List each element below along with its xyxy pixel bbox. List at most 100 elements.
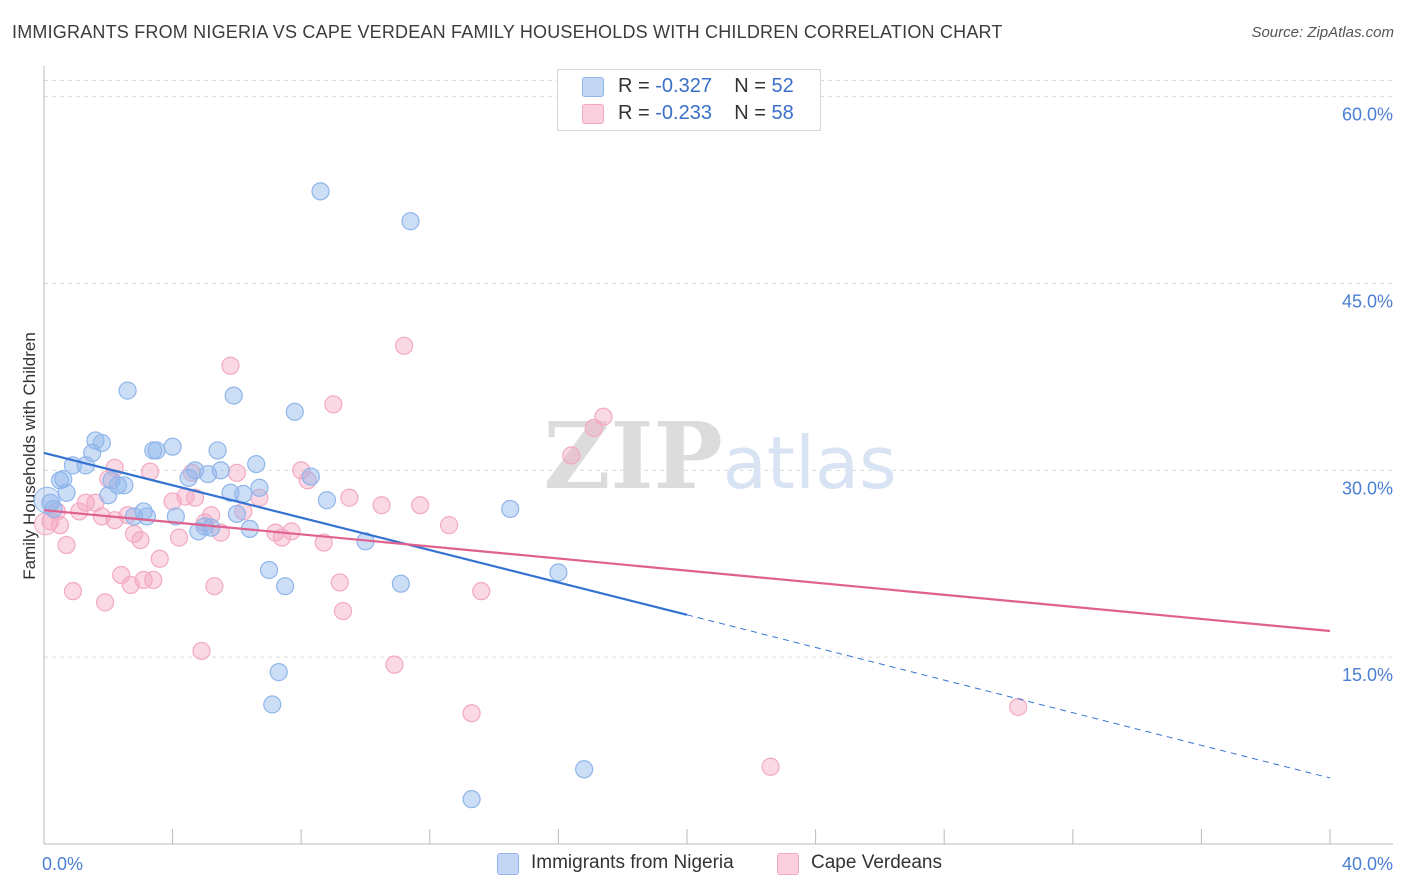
nigeria-point [221, 483, 240, 502]
nigeria-point [227, 504, 246, 524]
cape-verdeans-trend-line [43, 509, 1331, 633]
n-value: 58 [771, 102, 794, 124]
cape-verdeans-point [314, 533, 333, 552]
watermark: ZIPatlas [543, 402, 896, 510]
nigeria-point [99, 486, 118, 505]
nigeria-swatch [582, 77, 604, 97]
nigeria-point [311, 182, 330, 201]
nigeria-point [391, 574, 410, 593]
cape-verdeans-point [57, 535, 76, 555]
nigeria-point [224, 386, 243, 405]
nigeria-point [163, 437, 182, 456]
nigeria-point [462, 790, 481, 809]
cape-verdeans-point [282, 522, 301, 541]
cape-verdeans-point [472, 582, 491, 601]
cape-verdeans-point [594, 407, 613, 426]
cape-verdeans-point [394, 336, 414, 355]
nigeria-point [549, 563, 568, 582]
axes [43, 66, 1393, 845]
nigeria-point [317, 491, 337, 510]
cape-verdeans-point [1009, 697, 1028, 717]
cape-verdeans-point [411, 496, 430, 515]
x-tick-label: 40.0% [1342, 854, 1393, 874]
grid-lines [44, 79, 1393, 658]
n-value: 52 [771, 75, 794, 97]
cape-verdeans-point [761, 757, 780, 776]
nigeria-point [124, 507, 144, 526]
cape-verdeans-point [292, 461, 311, 480]
cape-verdeans-point [562, 446, 581, 465]
nigeria-point [33, 486, 61, 514]
cape-verdeans-point [227, 463, 246, 482]
cape-verdeans-point [63, 582, 83, 601]
nigeria-point [250, 478, 269, 497]
series-legend: Immigrants from Nigeria Cape Verdeans [0, 852, 1406, 878]
cape-swatch [777, 853, 799, 875]
cape-swatch [582, 104, 604, 124]
cape-verdeans-point [76, 493, 95, 512]
nigeria-point [263, 695, 282, 714]
y-tick-label: 60.0% [1342, 105, 1393, 125]
x-tick-label: 0.0% [42, 854, 83, 874]
y-tick-label: 15.0% [1342, 665, 1393, 685]
cape-verdeans-point [169, 528, 189, 547]
cape-verdeans-point [324, 395, 343, 414]
nigeria-point [118, 381, 137, 400]
nigeria-point [401, 212, 420, 231]
cape-verdeans-point [182, 463, 201, 482]
cape-verdeans-point [192, 641, 211, 661]
cape-verdeans-point [439, 516, 459, 535]
nigeria-point [115, 476, 134, 495]
y-tick-label: 30.0% [1342, 478, 1393, 498]
nigeria-point [259, 560, 279, 580]
nigeria-point [179, 468, 198, 487]
nigeria-point [147, 441, 166, 460]
cape-verdeans-point [112, 565, 131, 585]
nigeria-point [234, 484, 253, 504]
nigeria-point [301, 467, 320, 486]
nigeria-points [33, 182, 594, 809]
n-label: N = [734, 75, 766, 97]
nigeria-point [108, 476, 128, 495]
cape-verdeans-point [150, 549, 169, 568]
n-label: N = [734, 102, 766, 124]
legend-label: Cape Verdeans [811, 852, 942, 873]
r-label: R = [618, 75, 650, 97]
x-tick-labels: 0.0% 40.0% [42, 854, 1393, 874]
nigeria-point [211, 461, 230, 480]
r-label: R = [618, 102, 650, 124]
cape-verdeans-point [211, 523, 230, 542]
cape-verdeans-point [144, 570, 163, 590]
y-tick-labels: 15.0% 30.0% 45.0% 60.0% [1342, 105, 1393, 685]
cape-verdeans-point [134, 570, 153, 590]
cape-verdeans-point [385, 655, 404, 674]
cape-verdeans-point [205, 577, 224, 596]
cape-verdeans-point [330, 573, 349, 592]
y-axis-label: Family Households with Children [20, 332, 39, 580]
r-value: -0.327 [655, 75, 712, 97]
cape-verdeans-point [186, 488, 205, 507]
nigeria-point [137, 507, 156, 526]
nigeria-point [166, 507, 185, 526]
y-tick-label: 45.0% [1342, 292, 1393, 312]
nigeria-trend-line [43, 451, 688, 616]
cape-verdeans-point [131, 530, 150, 550]
nigeria-point [575, 760, 594, 779]
nigeria-trend-extension [686, 614, 1331, 779]
trend-lines [43, 451, 1331, 779]
stats-legend: R = -0.327 N = 52 R = -0.233 N = 58 [557, 69, 821, 131]
source-label: Source: ZipAtlas.com [1251, 24, 1394, 41]
r-value: -0.233 [655, 102, 712, 124]
nigeria-point [92, 433, 111, 453]
nigeria-point [501, 499, 520, 519]
cape-verdeans-point [372, 496, 391, 515]
nigeria-swatch [497, 853, 519, 875]
cape-verdeans-point [202, 506, 221, 525]
legend-label: Immigrants from Nigeria [531, 852, 734, 873]
cape-verdeans-point [333, 601, 353, 621]
nigeria-point [208, 441, 227, 460]
nigeria-point [54, 469, 73, 489]
cape-verdeans-point [340, 488, 359, 507]
cape-verdeans-point [462, 704, 481, 723]
